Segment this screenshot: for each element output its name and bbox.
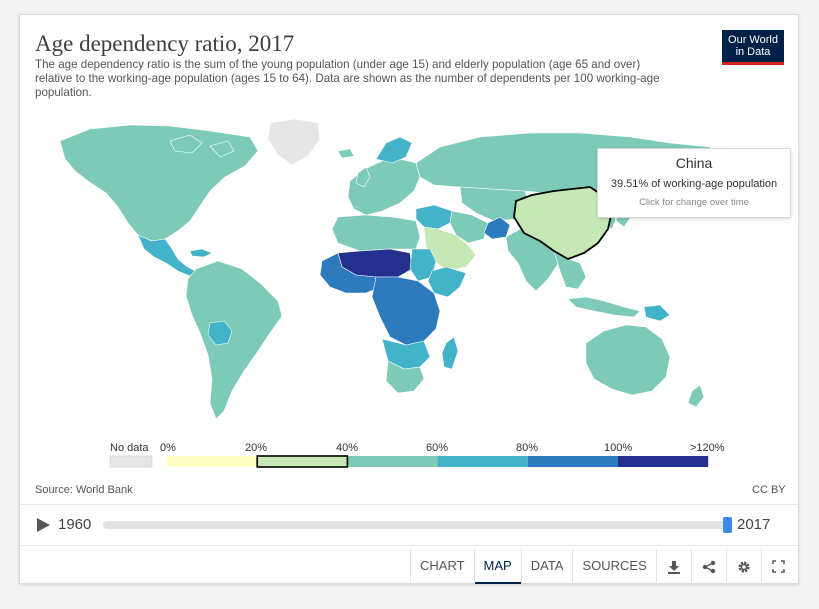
legend-tick-label: 40% <box>336 442 359 454</box>
map-region-south-america[interactable] <box>185 260 283 420</box>
map-region-china[interactable] <box>513 186 613 260</box>
legend-tick-label: 100% <box>604 442 633 454</box>
settings-button[interactable] <box>725 549 761 584</box>
legend-no-data-swatch[interactable] <box>109 455 153 468</box>
country-tooltip[interactable]: China 39.51% of working-age population C… <box>597 148 791 218</box>
map-legend <box>109 455 709 468</box>
map-region-iceland[interactable] <box>337 148 355 159</box>
map-region-australia[interactable] <box>585 324 671 396</box>
map-region-north-africa[interactable] <box>331 214 421 252</box>
legend-bin[interactable] <box>256 455 349 468</box>
map-region-middle-east[interactable] <box>415 204 453 230</box>
legend-tick-label: 60% <box>426 442 449 454</box>
timeline-start-year: 1960 <box>58 516 92 533</box>
map-region-north-america[interactable] <box>59 124 259 242</box>
share-button[interactable] <box>690 549 726 584</box>
divider <box>20 545 798 546</box>
fullscreen-button[interactable] <box>760 549 796 584</box>
map-region-central-america[interactable] <box>137 234 196 277</box>
map-region-scandinavia[interactable] <box>375 136 413 164</box>
divider <box>20 504 798 505</box>
legend-bin[interactable] <box>347 456 438 467</box>
map-region-madagascar[interactable] <box>441 336 459 370</box>
legend-tick-label: >120% <box>690 442 725 454</box>
map-region-north-america-islands[interactable] <box>169 134 235 158</box>
tab-map[interactable]: MAP <box>473 549 521 584</box>
map-region-indonesia[interactable] <box>567 296 641 318</box>
source-link[interactable]: Source: World Bank <box>35 484 133 496</box>
tooltip-country-name: China <box>675 155 713 171</box>
timeline-track[interactable] <box>103 521 729 529</box>
download-button[interactable] <box>655 549 691 584</box>
map-region-new-zealand[interactable] <box>687 384 705 408</box>
tab-sources[interactable]: SOURCES <box>572 549 655 584</box>
map-region-uk[interactable] <box>355 166 371 188</box>
legend-no-data-label: No data <box>110 442 149 454</box>
map-region-southeast-asia[interactable] <box>553 250 587 290</box>
map-region-bolivia[interactable] <box>207 320 233 346</box>
owid-logo[interactable]: Our World in Data <box>722 30 784 65</box>
legend-bin[interactable] <box>437 456 528 467</box>
chart-card: Age dependency ratio, 2017 The age depen… <box>19 14 799 584</box>
legend-bin[interactable] <box>618 456 709 467</box>
legend-tick-label: 0% <box>160 442 176 454</box>
map-region-greenland[interactable] <box>267 118 321 166</box>
download-icon <box>667 560 680 574</box>
map-region-iran[interactable] <box>449 210 489 244</box>
map-region-afghanistan[interactable] <box>483 216 511 240</box>
map-region-caribbean[interactable] <box>189 248 213 258</box>
tab-data[interactable]: DATA <box>520 549 573 584</box>
chart-subtitle: The age dependency ratio is the sum of t… <box>35 58 660 99</box>
settings-icon <box>738 561 750 572</box>
legend-tick-label: 80% <box>516 442 539 454</box>
tooltip-hint: Click for change over time <box>639 197 749 208</box>
map-region-horn-of-africa[interactable] <box>427 266 467 298</box>
legend-bin[interactable] <box>527 456 618 467</box>
legend-bin[interactable] <box>167 456 258 467</box>
map-region-papua-new-guinea[interactable] <box>643 304 671 322</box>
map-region-europe[interactable] <box>347 158 421 216</box>
play-icon[interactable] <box>35 517 51 533</box>
logo-line-2: in Data <box>735 46 771 58</box>
fullscreen-icon <box>772 560 786 573</box>
tab-chart[interactable]: CHART <box>410 549 474 584</box>
license-link[interactable]: CC BY <box>752 484 786 496</box>
chart-title: Age dependency ratio, 2017 <box>35 31 295 56</box>
footer-tabs: CHART MAP DATA SOURCES <box>410 549 796 584</box>
timeline-handle[interactable] <box>723 517 732 533</box>
timeline-end-year: 2017 <box>737 516 771 533</box>
map-region-south-africa[interactable] <box>385 360 425 394</box>
tooltip-value: 39.51% of working-age population <box>610 178 778 190</box>
logo-line-1: Our World <box>728 34 778 46</box>
share-icon <box>702 560 715 573</box>
map-region-central-africa[interactable] <box>371 276 441 346</box>
legend-tick-label: 20% <box>245 442 268 454</box>
